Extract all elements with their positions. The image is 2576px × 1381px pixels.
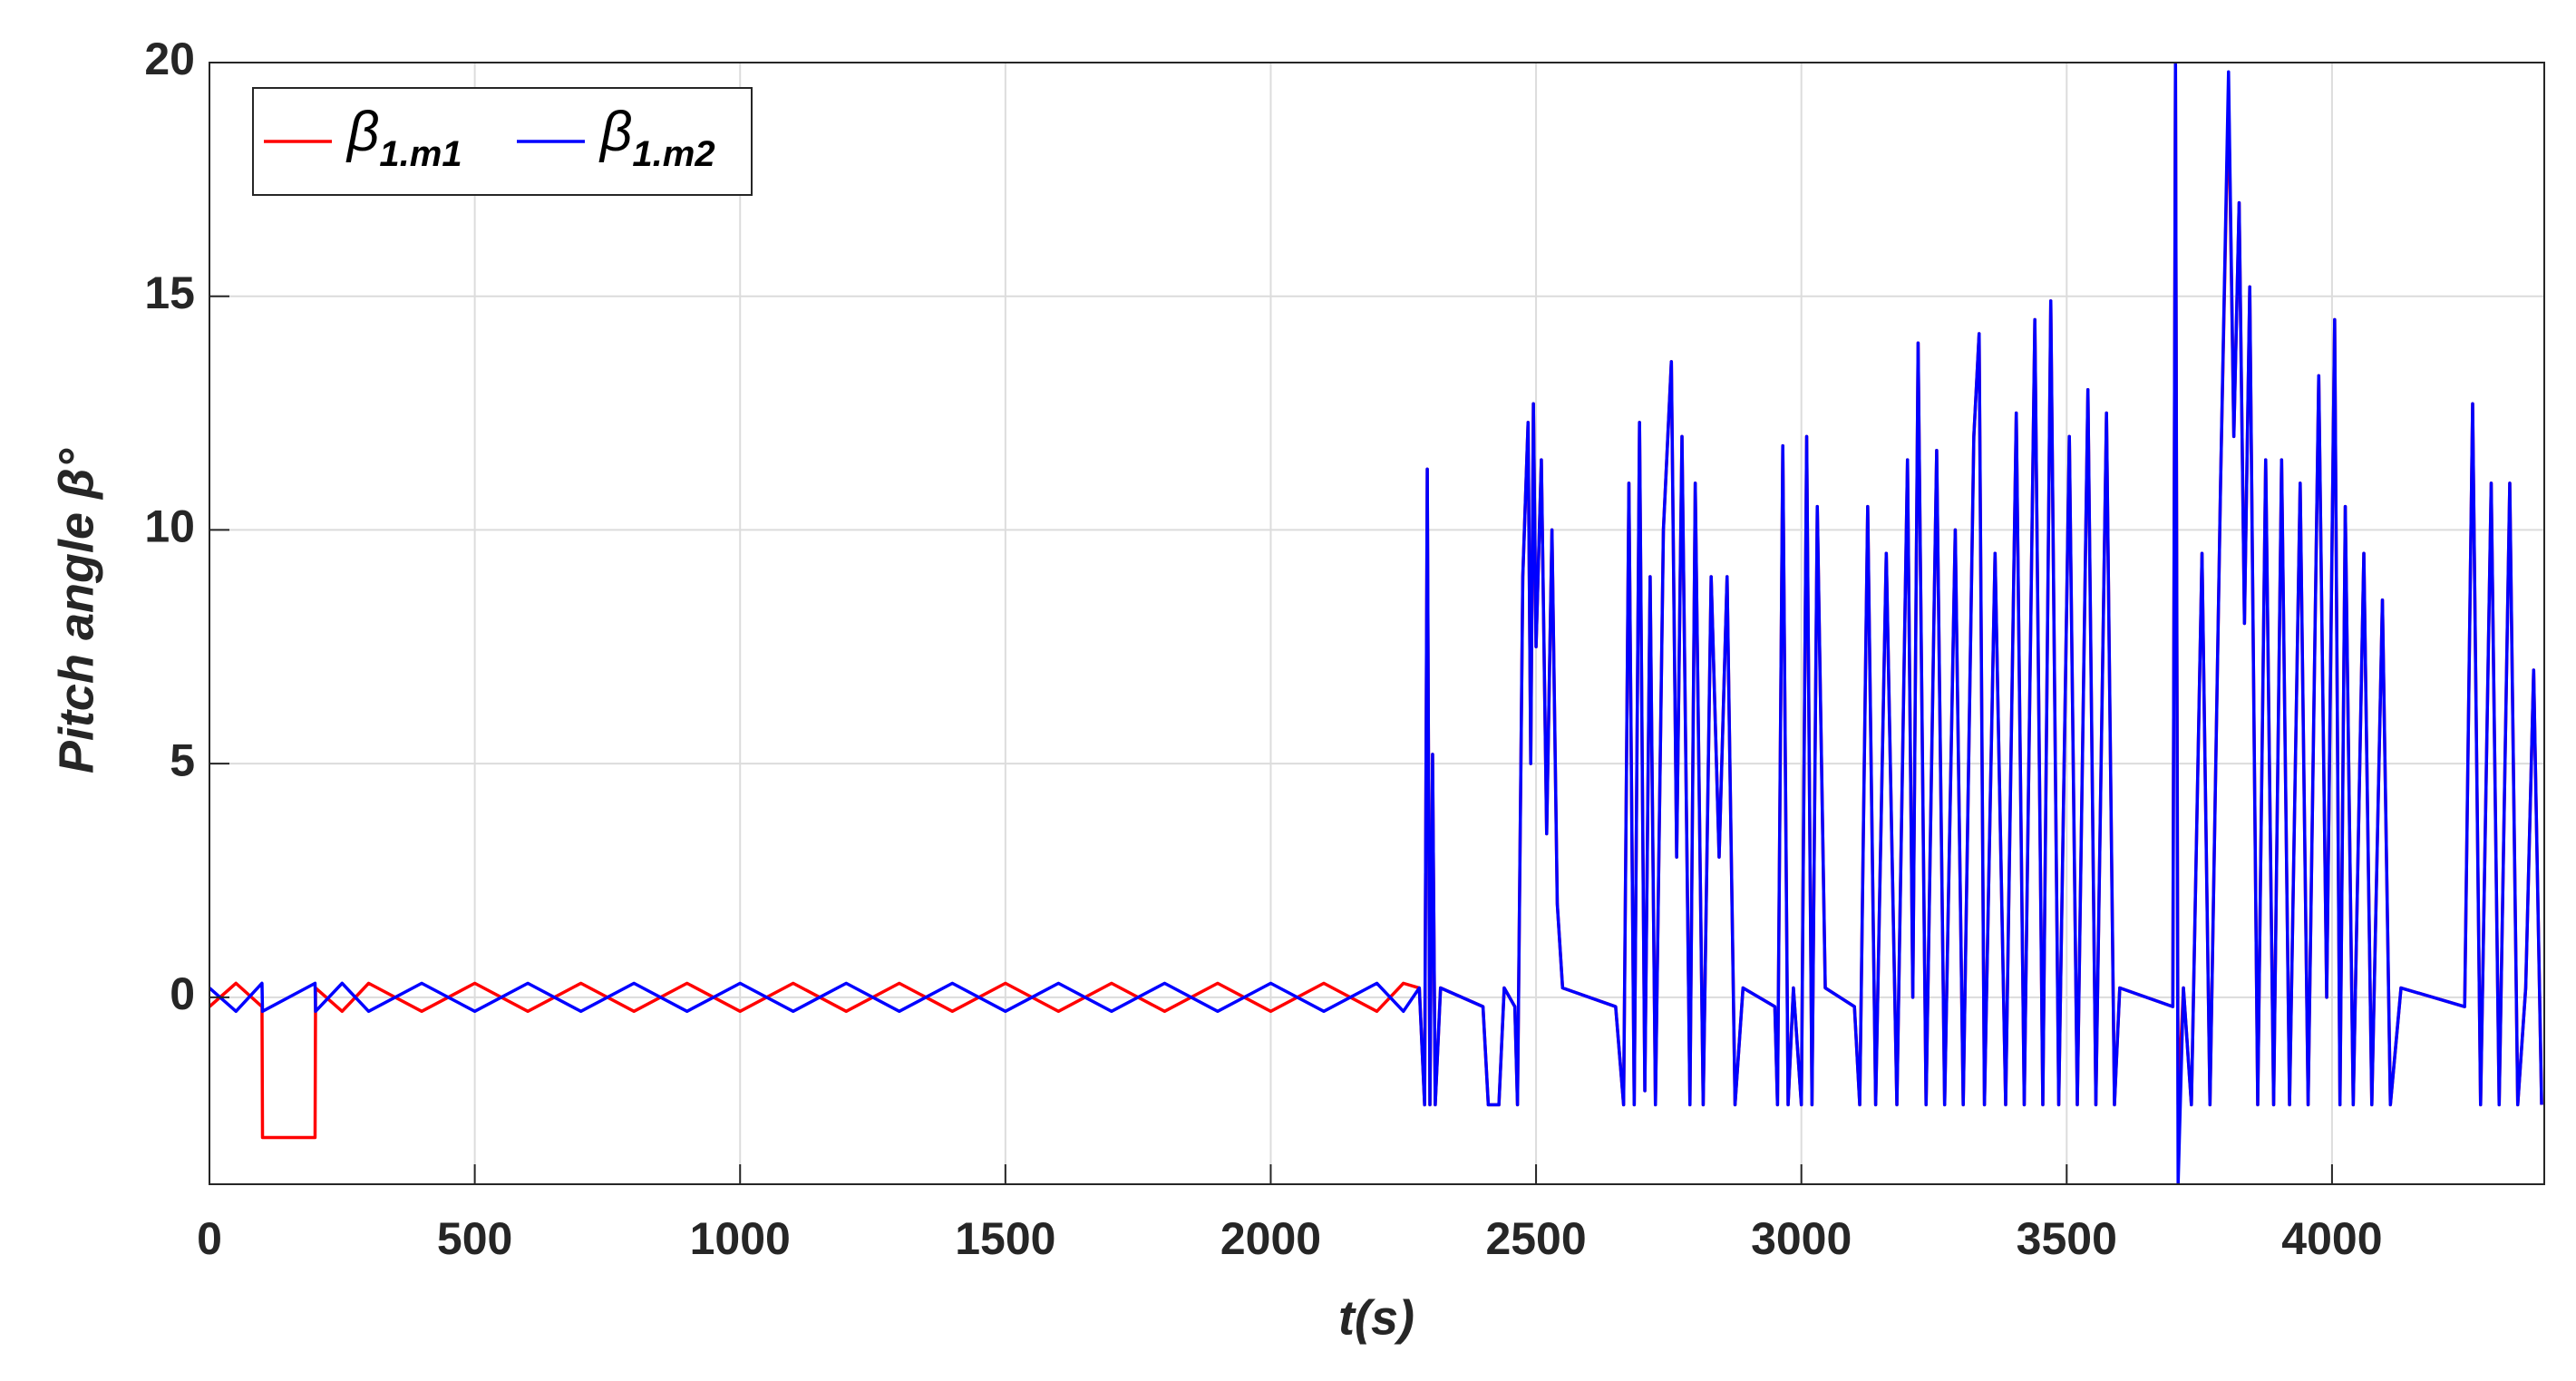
x-tick-label: 0 [197, 1213, 222, 1264]
x-tick-label: 3000 [1751, 1213, 1852, 1264]
legend-box [252, 87, 753, 196]
x-tick-label: 500 [437, 1213, 512, 1264]
x-tick-label: 3500 [2017, 1213, 2117, 1264]
x-tick-label: 1000 [690, 1213, 791, 1264]
x-axis-title: t(s) [1338, 1290, 1414, 1345]
y-tick-label: 20 [144, 34, 195, 84]
legend-label: β1.m1 [345, 101, 462, 173]
legend: β1.m1 β1.m2 [252, 87, 753, 196]
ticks: 0 500 1000 1500 2000 2500 3000 3500 4000 0 5 10 15 20 [144, 34, 2382, 1264]
data-line [209, 63, 2543, 1184]
x-tick-label: 2500 [1485, 1213, 1586, 1264]
y-axis-title: Pitch angle β° [49, 449, 103, 774]
y-tick-label: 15 [144, 267, 195, 318]
y-tick-label: 10 [144, 501, 195, 552]
y-tick-label: 0 [170, 968, 195, 1019]
axes-box [209, 62, 2545, 1185]
x-tick-label: 4000 [2281, 1213, 2382, 1264]
x-tick-label: 2000 [1220, 1213, 1321, 1264]
x-tick-label: 1500 [955, 1213, 1055, 1264]
lines [209, 63, 2543, 1184]
y-tick-label: 5 [170, 734, 195, 785]
legend-label: β1.m2 [598, 101, 715, 173]
